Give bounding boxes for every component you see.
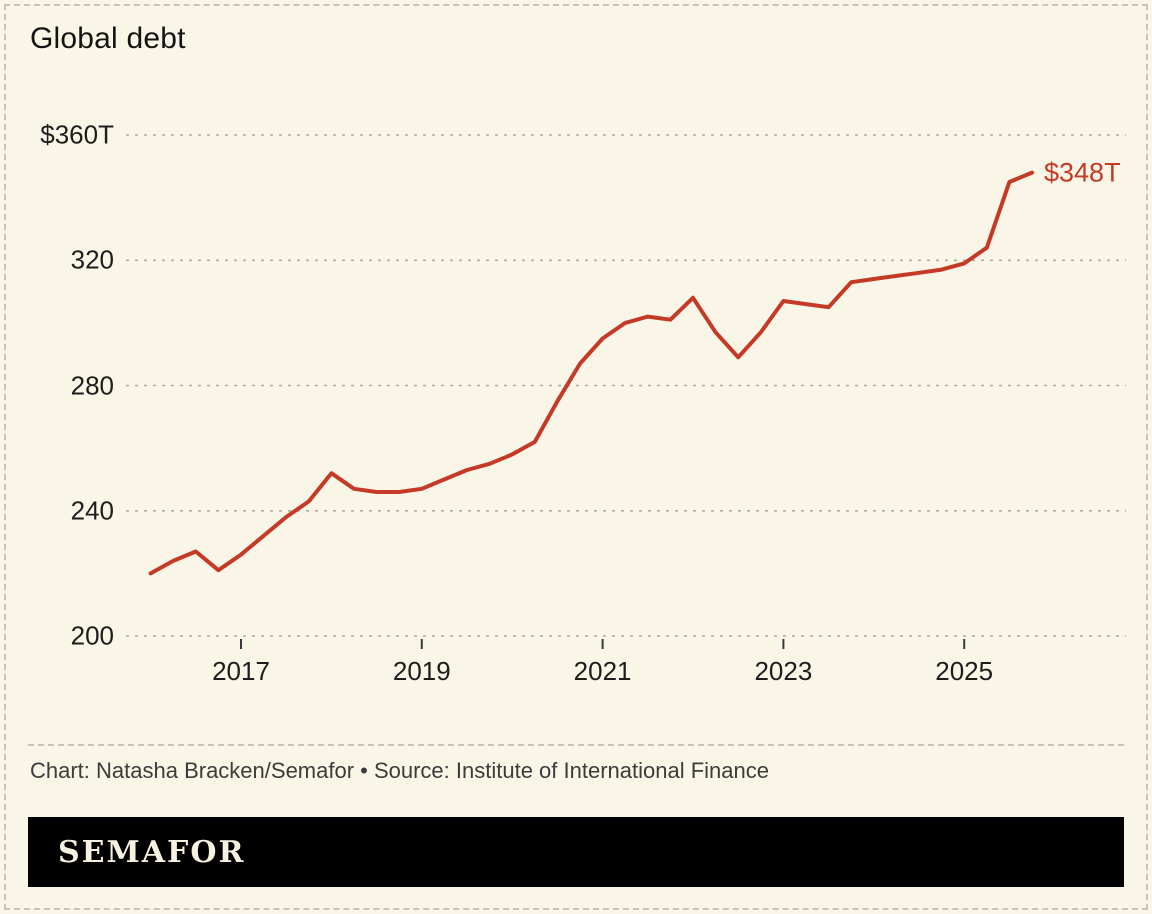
footer-divider	[28, 744, 1124, 746]
y-tick-label: 320	[70, 244, 114, 275]
logo-bar: SEMAFOR	[28, 817, 1124, 887]
x-tick-label: 2017	[212, 656, 270, 686]
x-tick-label: 2019	[392, 656, 451, 686]
y-tick-label: 200	[70, 620, 114, 651]
x-tick-label: 2025	[935, 656, 994, 686]
semafor-logo: SEMAFOR	[58, 834, 246, 870]
y-tick-label: 240	[70, 495, 114, 526]
y-tick-label: $360T	[40, 119, 114, 150]
x-tick-label: 2021	[573, 656, 632, 686]
end-value-label: $348T	[1044, 157, 1121, 188]
chart-title: Global debt	[30, 22, 186, 55]
x-tick-label: 2023	[754, 656, 813, 686]
credit-line: Chart: Natasha Bracken/Semafor • Source:…	[30, 758, 769, 783]
y-tick-label: 280	[70, 370, 114, 400]
